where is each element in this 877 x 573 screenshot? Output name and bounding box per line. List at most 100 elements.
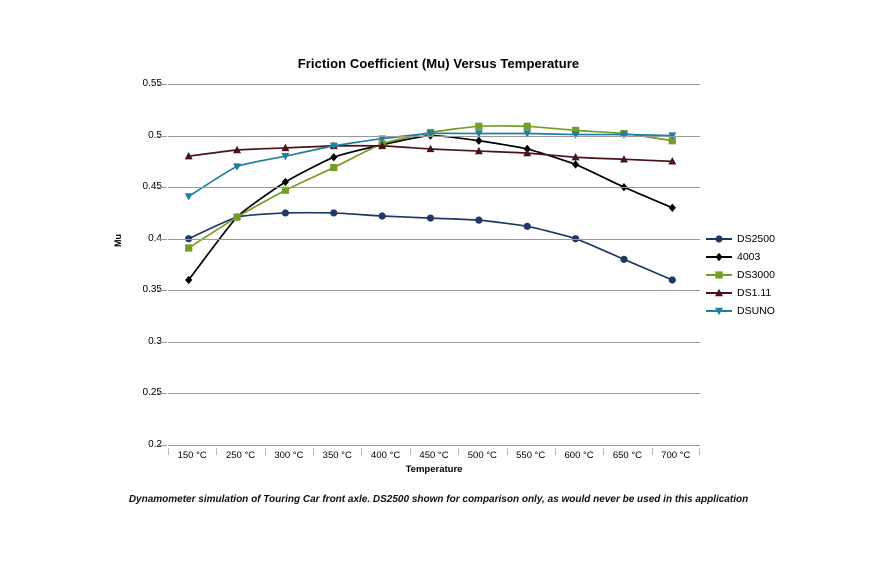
x-axis-tick-label: 600 °C — [564, 450, 594, 461]
data-point-marker — [233, 213, 241, 221]
x-axis-tick-labels: 150 °C 250 °C 300 °C 350 °C 400 °C 450 °C 500 … — [168, 448, 700, 464]
legend-swatch — [706, 304, 732, 318]
x-axis-tick-label: 150 °C — [177, 450, 207, 461]
y-axis-tick-label: 0.35 — [142, 284, 162, 296]
plot-area — [168, 84, 700, 445]
x-axis-tick-mark — [313, 448, 315, 455]
data-point-marker — [474, 146, 483, 155]
x-axis-tick-label: 550 °C — [516, 450, 546, 461]
x-axis-tick-label: 450 °C — [419, 450, 449, 461]
y-axis-tick-label: 0.3 — [148, 335, 162, 347]
gridline — [168, 341, 700, 343]
y-axis-tick-mark — [158, 445, 167, 446]
data-point-marker — [668, 276, 676, 284]
series-ds2500 — [185, 209, 676, 284]
chart-legend: DS2500 4003 DS3000 DS1.11 DSUNO — [706, 230, 826, 320]
data-point-marker — [185, 275, 193, 285]
legend-label: DSUNO — [737, 305, 775, 317]
x-axis-tick-mark — [361, 448, 363, 455]
y-axis-tick-mark — [158, 393, 167, 395]
y-axis-tick-label: 0.45 — [142, 181, 162, 193]
y-axis-tick-labels: 0.2 0.25 0.3 0.35 0.4 0.45 0.5 0.55 — [124, 79, 162, 450]
legend-marker-icon — [715, 252, 723, 262]
legend-marker-icon — [715, 271, 723, 279]
legend-item-4003[interactable]: 4003 — [706, 248, 826, 266]
data-point-marker — [619, 131, 628, 139]
x-axis-tick-mark — [216, 448, 218, 455]
legend-item-ds1-11[interactable]: DS1.11 — [706, 284, 826, 302]
data-point-marker — [668, 157, 677, 165]
x-axis-tick-mark — [458, 448, 460, 455]
data-point-marker — [281, 209, 290, 217]
legend-marker-icon — [715, 307, 723, 316]
x-axis-tick-mark — [409, 448, 411, 455]
legend-item-dsuno[interactable]: DSUNO — [706, 302, 826, 320]
data-point-marker — [281, 143, 290, 152]
x-axis-tick-mark — [264, 448, 266, 455]
x-axis-tick-mark — [651, 448, 653, 455]
data-point-marker — [715, 235, 723, 243]
y-axis-tick-mark — [158, 238, 167, 240]
data-point-marker — [378, 212, 386, 220]
data-point-marker — [233, 163, 242, 171]
gridline — [168, 238, 700, 240]
data-point-marker — [620, 255, 628, 263]
y-axis-tick-mark — [158, 84, 167, 85]
legend-item-ds2500[interactable]: DS2500 — [706, 230, 826, 248]
data-point-marker — [571, 160, 580, 169]
data-point-marker — [668, 203, 676, 212]
data-point-marker — [715, 271, 723, 279]
data-point-marker — [184, 152, 193, 160]
series-dsuno — [184, 130, 677, 201]
data-point-marker — [571, 131, 580, 139]
chart-footnote: Dynamometer simulation of Touring Car fr… — [128, 494, 749, 505]
data-point-marker — [523, 148, 532, 157]
x-axis-tick-label: 650 °C — [612, 450, 643, 461]
data-point-marker — [426, 130, 435, 138]
series-line — [188, 134, 673, 281]
legend-label: 4003 — [737, 251, 761, 263]
chart-title: Friction Coefficient (Mu) Versus Tempera… — [297, 56, 580, 71]
gridline — [168, 135, 700, 137]
data-point-marker — [281, 186, 290, 194]
x-axis-tick-label: 700 °C — [661, 450, 691, 461]
data-point-marker — [715, 252, 723, 262]
series-layer — [184, 122, 677, 285]
x-axis-line — [168, 445, 700, 446]
data-point-marker — [474, 130, 483, 138]
x-axis-tick-label: 500 °C — [467, 450, 497, 461]
legend-label: DS1.11 — [737, 287, 772, 299]
series-ds1-11 — [184, 141, 677, 165]
data-point-marker — [571, 153, 580, 161]
data-point-marker — [475, 122, 483, 130]
data-point-marker — [281, 177, 290, 187]
legend-swatch — [706, 286, 732, 300]
y-axis-tick-label: 0.4 — [148, 232, 162, 244]
gridline — [168, 84, 700, 85]
gridline — [168, 290, 700, 292]
y-axis-tick-mark — [158, 290, 167, 292]
data-point-marker — [619, 155, 628, 163]
x-axis-tick-label: 350 °C — [322, 450, 352, 461]
data-point-marker — [523, 122, 531, 130]
data-point-marker — [378, 141, 387, 150]
legend-item-ds3000[interactable]: DS3000 — [706, 266, 826, 284]
y-axis-tick-label: 0.2 — [148, 439, 162, 450]
data-point-marker — [233, 145, 242, 154]
data-point-marker — [426, 214, 435, 222]
x-axis-tick-mark — [699, 448, 700, 455]
data-point-marker — [571, 126, 580, 135]
data-point-marker — [185, 244, 193, 252]
legend-label: DS3000 — [737, 269, 775, 281]
data-point-marker — [330, 209, 338, 217]
data-point-marker — [281, 153, 290, 161]
gridline — [168, 187, 700, 189]
x-axis-tick-mark — [506, 448, 508, 455]
y-axis-tick-mark — [158, 341, 167, 343]
x-axis-tick-label: 300 °C — [274, 450, 304, 461]
legend-swatch — [706, 268, 732, 282]
series-4003 — [185, 131, 676, 285]
x-axis-tick-label: 250 °C — [225, 450, 256, 461]
y-axis-tick-mark — [158, 135, 167, 137]
data-point-marker — [329, 142, 338, 151]
